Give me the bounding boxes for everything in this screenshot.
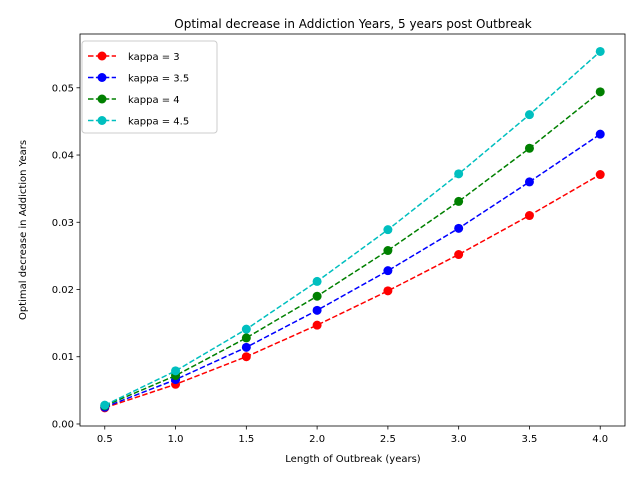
data-point	[241, 333, 251, 343]
legend-marker	[97, 116, 107, 125]
data-point	[312, 320, 322, 330]
y-tick-label: 0.04	[52, 151, 74, 162]
data-point	[312, 291, 322, 301]
x-tick-label: 3.0	[451, 434, 467, 445]
data-point	[312, 305, 322, 315]
data-point	[524, 177, 534, 187]
legend-label: kappa = 4.5	[128, 117, 189, 128]
series-line	[104, 91, 601, 407]
legend-item: kappa = 3.5	[88, 73, 189, 85]
data-point	[524, 211, 534, 221]
y-axis-label: Optimal decrease in Addiction Years	[18, 140, 29, 320]
legend-marker	[97, 94, 107, 104]
data-point	[454, 223, 464, 233]
x-tick-label: 4.0	[592, 434, 608, 445]
data-point	[383, 225, 393, 235]
y-tick-label: 0.01	[52, 352, 74, 363]
data-point	[241, 324, 251, 334]
chart-title: Optimal decrease in Addiction Years, 5 y…	[174, 17, 532, 31]
legend-item: kappa = 4	[88, 94, 180, 106]
series-line	[104, 133, 601, 408]
legend-box	[81, 40, 218, 134]
legend-item: kappa = 3	[88, 51, 180, 63]
x-axis: 0.5 1.0 1.5 2.0 2.5 3.0 3.5 4.0	[97, 426, 608, 445]
series-layer	[100, 46, 605, 413]
y-axis: 0.00 0.01 0.02 0.03 0.04 0.05	[52, 83, 80, 430]
y-tick-label: 0.05	[52, 83, 74, 94]
y-tick-label: 0.03	[52, 218, 74, 229]
y-tick-label: 0.00	[52, 419, 74, 430]
x-tick-label: 2.0	[309, 434, 325, 445]
series-line	[104, 50, 601, 406]
legend: kappa = 3 kappa = 3.5 kappa = 4 kappa = 4.5	[81, 40, 218, 134]
y-tick-label: 0.02	[52, 285, 74, 296]
x-tick-label: 2.5	[380, 434, 396, 445]
data-point	[383, 266, 393, 276]
legend-marker	[97, 51, 107, 61]
legend-label: kappa = 3	[128, 52, 180, 63]
data-point	[241, 342, 251, 352]
x-tick-label: 1.0	[168, 434, 184, 445]
data-point	[383, 286, 393, 296]
legend-label: kappa = 3.5	[128, 74, 189, 85]
data-point	[383, 246, 393, 256]
data-point	[595, 129, 605, 139]
data-point	[454, 196, 464, 206]
data-point	[595, 170, 605, 180]
data-point	[454, 169, 464, 179]
data-point	[595, 46, 605, 56]
legend-item: kappa = 4.5	[88, 116, 189, 128]
data-point	[171, 366, 181, 376]
x-tick-label: 3.5	[521, 434, 537, 445]
data-point	[312, 276, 322, 286]
legend-marker	[97, 73, 107, 82]
x-tick-label: 0.5	[97, 434, 113, 445]
data-point	[241, 352, 251, 362]
data-point	[524, 143, 534, 153]
data-point	[100, 400, 110, 410]
data-point	[524, 110, 534, 120]
series-line	[104, 173, 601, 409]
legend-label: kappa = 4	[128, 95, 180, 106]
x-tick-label: 1.5	[238, 434, 254, 445]
data-point	[454, 250, 464, 260]
data-point	[595, 87, 605, 97]
x-axis-label: Length of Outbreak (years)	[285, 454, 421, 465]
series-4	[100, 46, 605, 410]
series-1	[100, 170, 605, 413]
